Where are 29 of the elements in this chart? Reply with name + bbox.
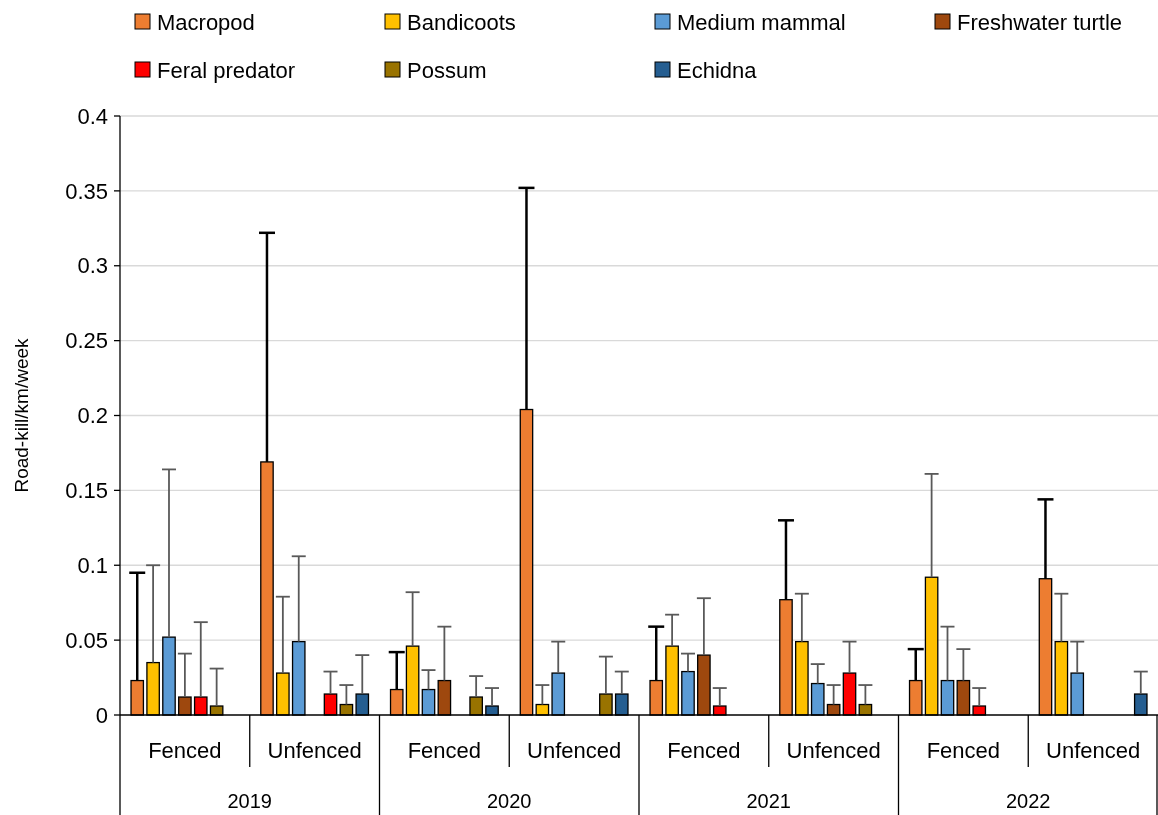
legend-label: Possum [407,57,487,83]
y-tick-label: 0.35 [65,178,108,204]
legend-label: Macropod [157,9,255,35]
x-tick-label: Unfenced [1046,738,1141,763]
text: 2020 [487,790,532,812]
y-axis-title: Road-kill/km/week [11,337,32,493]
legend-label: Freshwater turtle [957,9,1123,35]
x-tick-label: Unfenced [527,738,622,763]
text: 2022 [1006,790,1051,812]
x-tick-label: Fenced [926,738,1001,763]
legend-label: Feral predator [157,57,296,83]
legend-label: Bandicoots [407,9,516,35]
x-tick-label: Unfenced [267,738,362,763]
y-tick-label: 0.25 [65,328,108,354]
y-tick-label: 0.4 [77,103,108,129]
text: 2021 [746,790,791,812]
x-tick-label: Fenced [667,738,741,763]
x-tick-label: Fenced [407,738,482,763]
y-tick-label: 0.1 [77,552,108,578]
y-tick-label: 0.2 [77,403,108,429]
legend-label: Echidna [677,57,758,83]
x-tick-label: Unfenced [786,738,881,763]
text: 2019 [227,790,272,812]
y-tick-label: 0.15 [65,478,108,504]
y-tick-label: 0 [95,702,108,728]
y-tick-label: 0.05 [65,627,108,653]
x-tick-label: Fenced [148,738,222,763]
y-tick-label: 0.3 [77,253,108,279]
legend-label: Medium mammal [677,9,846,35]
